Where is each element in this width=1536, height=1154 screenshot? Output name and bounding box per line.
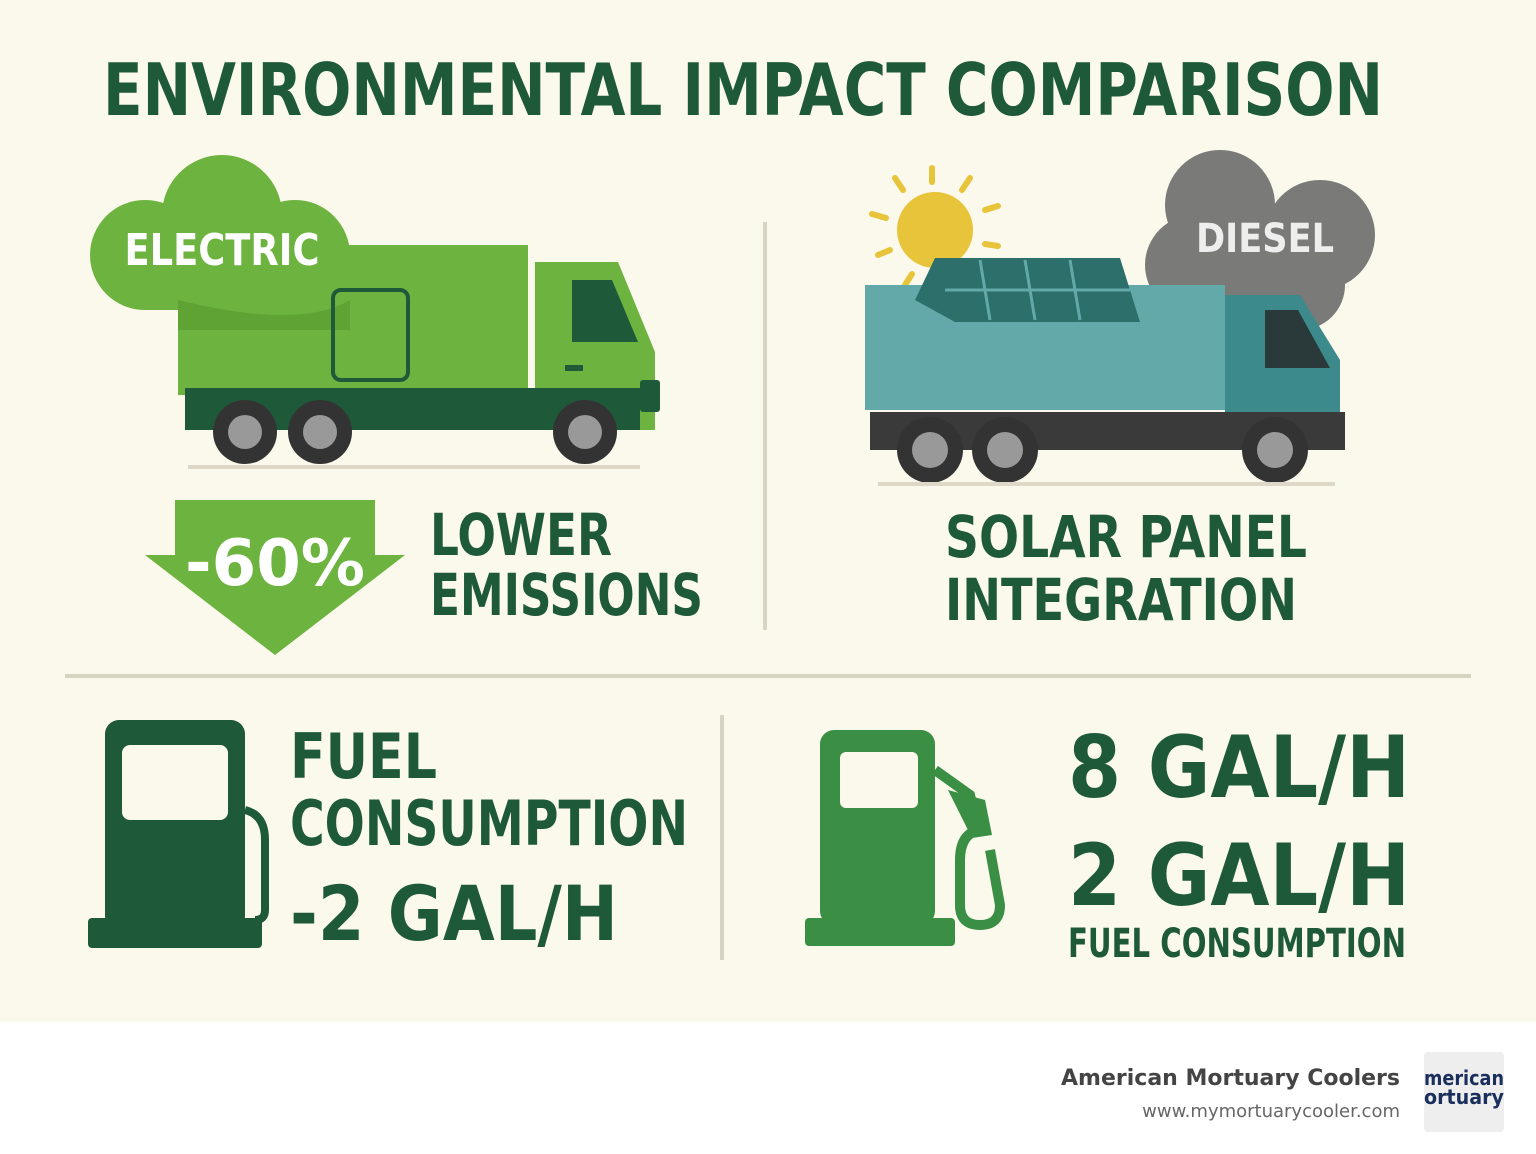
divider — [65, 674, 1471, 678]
divider — [720, 715, 724, 960]
badge: -60% — [185, 527, 365, 601]
company: American Mortuary Coolers — [1061, 1066, 1400, 1091]
caption: SOLAR PANEL — [945, 503, 1307, 571]
fuel-text: CONSUMPTION — [290, 787, 688, 860]
fuel-text: 2 GAL/H — [1068, 826, 1410, 926]
fuel-pump — [88, 720, 269, 948]
url: www.mymortuarycooler.com — [1142, 1101, 1400, 1122]
fuel-text: 8 GAL/H — [1068, 718, 1410, 818]
caption: LOWER — [430, 501, 612, 569]
caption: EMISSIONS — [430, 561, 703, 629]
title: ENVIRONMENTAL IMPACT COMPARISON — [103, 48, 1383, 132]
caption: INTEGRATION — [945, 566, 1297, 634]
diesel-truck — [865, 150, 1375, 486]
arrow — [145, 500, 405, 655]
electric-label: ELECTRIC — [125, 225, 320, 276]
fuel-text: FUEL CONSUMPTION — [1068, 921, 1406, 967]
fuel-pump — [805, 730, 1006, 946]
logo-text: merican — [1424, 1066, 1504, 1090]
diesel-label: DIESEL — [1196, 216, 1334, 262]
logo-text: ortuary — [1424, 1085, 1504, 1109]
fuel-text: -2 GAL/H — [290, 869, 618, 958]
logo — [1424, 1052, 1504, 1132]
fuel-text: FUEL — [290, 720, 437, 793]
divider — [763, 222, 767, 630]
electric-truck — [90, 155, 660, 469]
